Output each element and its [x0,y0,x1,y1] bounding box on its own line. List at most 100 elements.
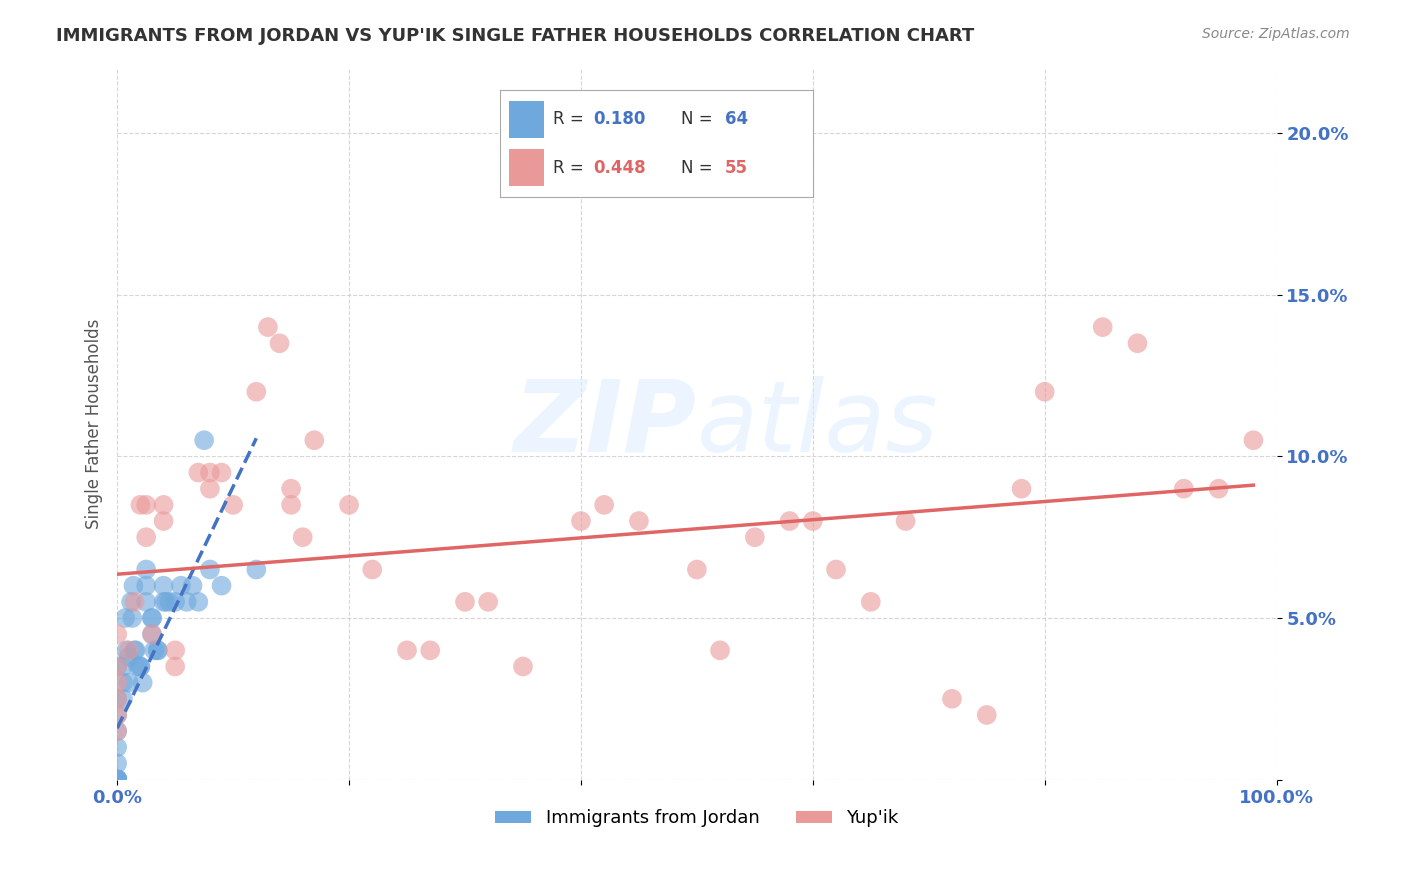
Point [941,691,963,706]
Point [337,498,360,512]
Point [569,514,592,528]
Point [105,772,128,787]
Point [165,659,187,673]
Point [454,595,477,609]
Point [105,724,128,739]
Point [105,708,128,723]
Point [105,708,128,723]
Y-axis label: Single Father Households: Single Father Households [86,318,103,529]
Point [141,611,163,625]
Point [105,772,128,787]
Point [105,772,128,787]
Point [245,562,267,576]
Point [122,579,145,593]
Point [111,659,134,673]
Point [129,659,152,673]
Point [1126,336,1149,351]
Point [211,579,233,593]
Point [105,627,128,641]
Point [105,691,128,706]
Point [211,466,233,480]
Point [111,675,134,690]
Point [627,514,650,528]
Point [105,772,128,787]
Point [105,772,128,787]
Point [135,562,157,576]
Point [124,595,146,609]
Point [105,772,128,787]
Text: IMMIGRANTS FROM JORDAN VS YUP'IK SINGLE FATHER HOUSEHOLDS CORRELATION CHART: IMMIGRANTS FROM JORDAN VS YUP'IK SINGLE … [56,27,974,45]
Text: atlas: atlas [697,376,939,473]
Point [801,514,824,528]
Point [118,675,141,690]
Point [1173,482,1195,496]
Point [744,530,766,544]
Point [105,772,128,787]
Point [105,756,128,771]
Point [1033,384,1056,399]
Point [198,482,221,496]
Point [198,466,221,480]
Point [105,772,128,787]
Point [105,772,128,787]
Point [152,579,174,593]
Point [269,336,291,351]
Point [170,579,193,593]
Point [105,659,128,673]
Point [105,772,128,787]
Point [155,595,177,609]
Point [105,740,128,755]
Point [124,643,146,657]
Point [146,643,169,657]
Point [146,643,169,657]
Point [1208,482,1230,496]
Text: ZIP: ZIP [515,376,697,473]
Point [1011,482,1033,496]
Point [1091,320,1114,334]
Point [419,643,441,657]
Point [280,498,302,512]
Point [291,530,314,544]
Point [127,659,149,673]
Point [115,643,138,657]
Point [121,611,143,625]
Point [105,659,128,673]
Point [105,772,128,787]
Point [111,691,134,706]
Point [105,772,128,787]
Point [141,627,163,641]
Point [304,434,326,448]
Point [512,659,534,673]
Point [165,595,187,609]
Text: Source: ZipAtlas.com: Source: ZipAtlas.com [1202,27,1350,41]
Point [976,708,998,723]
Legend: Immigrants from Jordan, Yup'ik: Immigrants from Jordan, Yup'ik [488,802,905,835]
Point [105,772,128,787]
Point [105,772,128,787]
Point [118,643,141,657]
Point [105,772,128,787]
Point [165,643,187,657]
Point [779,514,801,528]
Point [105,772,128,787]
Point [105,772,128,787]
Point [825,562,848,576]
Point [129,498,152,512]
Point [593,498,616,512]
Point [709,643,731,657]
Point [120,595,142,609]
Point [894,514,917,528]
Point [135,498,157,512]
Point [129,659,152,673]
Point [143,643,166,657]
Point [135,530,157,544]
Point [157,595,180,609]
Point [187,595,209,609]
Point [245,384,267,399]
Point [105,675,128,690]
Point [181,579,204,593]
Point [257,320,280,334]
Point [114,611,136,625]
Point [1241,434,1264,448]
Point [477,595,499,609]
